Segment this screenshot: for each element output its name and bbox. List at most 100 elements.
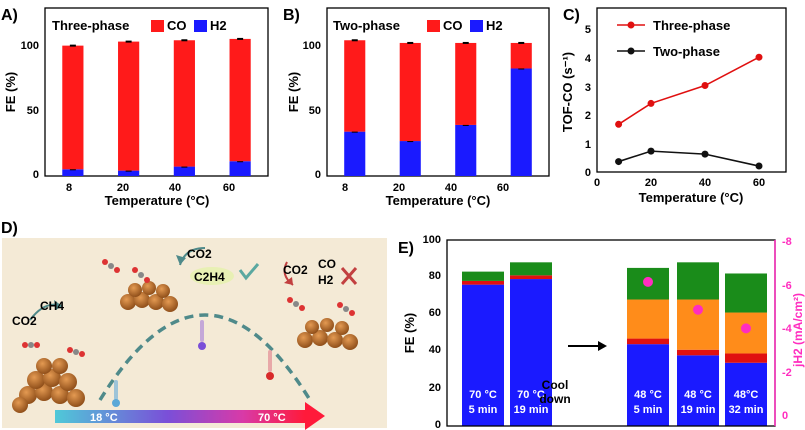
chart-a-bar-co-20 (118, 41, 140, 171)
chart-c-ytick-1: 1 (585, 139, 591, 151)
temp-high-label: 70 °C (258, 412, 286, 424)
chart-a-bar-co-8 (62, 45, 84, 170)
chart-e-ytick-80: 80 (429, 270, 441, 282)
temperature-arrowhead (305, 402, 325, 430)
chart-c-line-two-phase (618, 150, 760, 167)
scheme-label-co2-right: CO2 (283, 263, 308, 277)
chart-a-legend-h2-swatch (194, 20, 207, 32)
chart-a-legend-co-swatch (151, 20, 164, 32)
check-icon (238, 263, 260, 281)
chart-c-point-two-phase-40 (701, 150, 709, 158)
chart-e-bar-temp-label-2: 48 °C (634, 389, 662, 401)
thermometer-icon-low (112, 380, 120, 407)
chart-e-y2label: jH2 (mA/cm²) (791, 293, 805, 368)
catalyst-cluster-top (120, 281, 178, 312)
scheme-label-c2h4: C2H4 (194, 270, 225, 284)
chart-a-ylabel: FE (%) (3, 72, 18, 112)
chart-e-bar-temp-label-1: 70 °C (517, 389, 545, 401)
chart-e-bar-blue-3 (677, 355, 719, 426)
chart-c-point-two-phase-8 (615, 158, 623, 166)
panel-label-e: E) (398, 240, 414, 257)
chart-b-xtick-40: 40 (445, 182, 457, 194)
chart-b: Two-phase CO H2 0 50 100 8 20 40 60 Temp… (286, 7, 550, 208)
chart-e-ytick-0: 0 (435, 419, 441, 430)
chart-e-jh2-point-2 (643, 276, 653, 287)
chart-e-bar-time-label-0: 5 min (469, 404, 498, 416)
chart-b-legend-h2: H2 (486, 18, 503, 33)
scheme-label-co-right: CO (318, 257, 336, 271)
chart-e-bar-blue-2 (627, 344, 669, 426)
chart-b-bar-co-8 (344, 40, 366, 132)
chart-a-frame (44, 7, 269, 177)
chart-c-ytick-3: 3 (585, 82, 591, 94)
chart-a-ytick-50: 50 (27, 105, 39, 117)
chart-e-bar-time-label-2: 5 min (634, 404, 663, 416)
scheme-label-h2-right: H2 (318, 273, 334, 287)
chart-e-bar-blue-1 (510, 279, 552, 426)
chart-e-bar-green-3 (677, 262, 719, 300)
chart-b-bar-h2-60 (510, 68, 532, 176)
scheme-label-co2-top: CO2 (187, 247, 212, 261)
chart-b-ylabel: FE (%) (286, 72, 301, 112)
chart-a-legend-h2: H2 (210, 18, 227, 33)
catalyst-cluster-left (12, 358, 85, 413)
chart-c-ylabel: TOF-CO (s⁻¹) (560, 52, 575, 132)
chart-b-xlabel: Temperature (°C) (386, 193, 491, 208)
chart-e-y2tick-6: -6 (782, 280, 792, 292)
cross-icon (340, 267, 358, 285)
chart-e-bar-temp-label-3: 48 °C (684, 389, 712, 401)
cool-down-label-1: Cool (542, 378, 569, 392)
chart-e-bar-orange-2 (627, 299, 669, 339)
chart-e-ytick-100: 100 (423, 234, 441, 246)
chart-a-xtick-40: 40 (169, 182, 181, 194)
chart-e-jh2-point-4 (741, 323, 751, 334)
chart-e-ytick-20: 20 (429, 382, 441, 394)
chart-c-ytick-0: 0 (585, 167, 591, 179)
chart-a-bar-co-40 (173, 40, 195, 167)
chart-a-xtick-60: 60 (223, 182, 235, 194)
chart-a: Three-phase CO H2 0 50 100 8 20 40 60 Te… (3, 7, 269, 208)
chart-b-bar-co-20 (399, 42, 421, 142)
chart-c-point-two-phase-60 (755, 162, 763, 170)
chart-e-bar-time-label-3: 19 min (681, 404, 716, 416)
chart-e-bar-red-2 (627, 338, 669, 345)
chart-b-ytick-100: 100 (303, 40, 321, 52)
chart-e-bar-red-0 (462, 280, 504, 285)
chart-e-y2tick-0: 0 (782, 410, 788, 422)
scheme-d: CO2 CH4 CO2 C2H4 CO2 CO H2 18 °C 70 °C (2, 238, 387, 430)
chart-c-point-three-phase-8 (615, 120, 623, 128)
panel-label-c: C) (563, 7, 580, 24)
chart-e-y2tick-4: -4 (782, 323, 793, 335)
chart-c-ytick-5: 5 (585, 24, 591, 36)
chart-c-legend-three-marker (627, 21, 635, 29)
chart-c-legend-two-marker (627, 47, 635, 55)
chart-c-ytick-4: 4 (585, 53, 592, 65)
chart-c-frame (596, 7, 787, 173)
chart-e-bar-time-label-4: 32 min (729, 404, 764, 416)
chart-e-ytick-40: 40 (429, 344, 441, 356)
panel-label-b: B) (283, 7, 300, 24)
chart-b-legend-co: CO (443, 18, 463, 33)
cool-down-label-2: down (539, 392, 570, 406)
chart-a-bar-h2-60 (229, 161, 251, 176)
chart-b-frame (326, 7, 550, 177)
chart-a-xlabel: Temperature (°C) (105, 193, 210, 208)
chart-e-bar-blue-4 (725, 362, 767, 426)
chart-c-point-two-phase-20 (647, 147, 655, 155)
chart-c-legend-three: Three-phase (653, 18, 730, 33)
chart-c: Three-phase Two-phase 0 1 2 3 4 5 0 20 4… (560, 7, 787, 205)
chart-a-bar-h2-40 (173, 166, 195, 176)
chart-e-bar-green-1 (510, 262, 552, 276)
chart-b-legend-h2-swatch (470, 20, 483, 32)
chart-a-bar-h2-20 (118, 170, 140, 176)
chart-c-xtick-60: 60 (753, 177, 765, 189)
chart-b-bar-h2-8 (344, 131, 366, 176)
chart-c-xtick-20: 20 (645, 177, 657, 189)
chart-e-ylabel: FE (%) (402, 313, 417, 353)
chart-e-bar-green-0 (462, 271, 504, 281)
scheme-label-ch4: CH4 (40, 299, 64, 313)
chart-a-xtick-8: 8 (66, 182, 72, 194)
chart-c-ytick-2: 2 (585, 110, 591, 122)
co2-molecules (22, 259, 355, 357)
chart-b-bar-h2-20 (399, 141, 421, 176)
